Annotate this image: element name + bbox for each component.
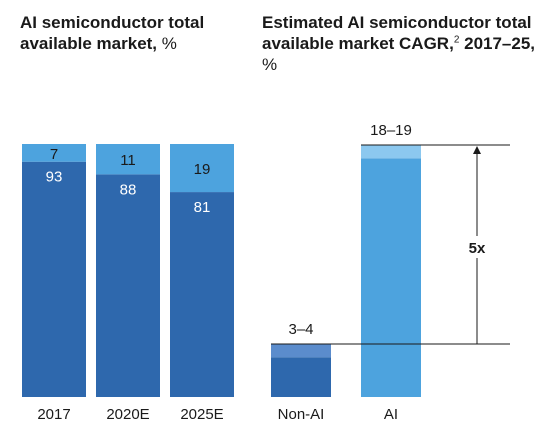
bar-2017-lower [22,161,86,397]
right-chart-title: Estimated AI semiconductor total availab… [262,13,536,74]
data-label-ai: 18–19 [370,122,412,139]
annotation-backdrop [463,236,491,258]
bar-2020E-lower [96,174,160,397]
bar-non-ai-range [271,343,331,358]
data-label-non-ai: 3–4 [288,321,313,338]
growth-arrow-head [473,146,481,154]
annotation-5x: 5x [469,240,486,257]
bar-ai-range [361,145,421,159]
data-label-2025E-upper: 19 [194,161,211,178]
data-label-2020E-upper: 11 [120,152,136,169]
x-tick-2020E: 2020E [106,406,149,423]
data-label-2017-upper: 7 [50,146,58,163]
bar-2025E-upper [170,144,234,193]
x-tick-ai: AI [384,406,398,423]
bar-2020E-upper [96,144,160,175]
bar-2017-upper [22,144,86,162]
data-label-2020E-lower: 88 [120,181,137,198]
x-tick-2025E: 2025E [180,406,223,423]
data-label-2017-lower: 93 [46,169,63,186]
x-tick-non-ai: Non-AI [278,406,325,423]
bar-2025E-lower [170,192,234,397]
bar-non-ai [271,357,331,397]
data-label-2025E-lower: 81 [194,199,211,216]
x-tick-2017: 2017 [37,406,70,423]
left-chart-title: AI semiconductor total available market,… [20,13,205,53]
bar-ai [361,158,421,397]
